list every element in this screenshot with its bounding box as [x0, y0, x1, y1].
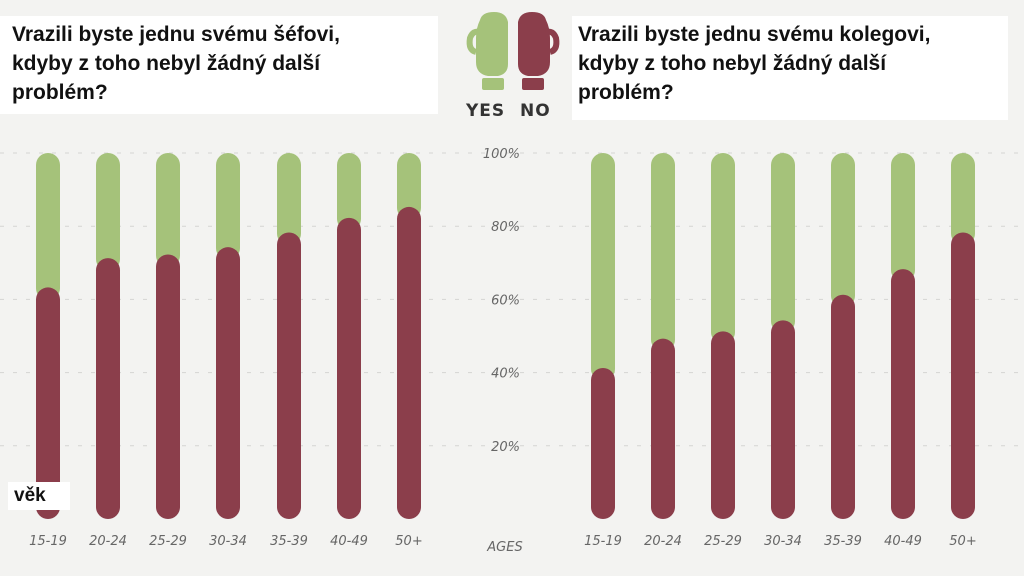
legend-no-label: NO [520, 101, 551, 121]
chart-title-boss: Vrazili byste jednu svému šéfovi, kdyby … [0, 16, 438, 114]
title-line: kdyby z toho nebyl žádný další [12, 52, 321, 75]
bar-no-segment [771, 320, 795, 519]
x-tick-label: 30-34 [209, 534, 247, 549]
x-axis-label-center: AGES [486, 540, 522, 555]
title-line: problém? [12, 81, 108, 104]
chart-title-colleague: Vrazili byste jednu svému kolegovi, kdyb… [572, 16, 1008, 120]
yes-glove-icon [466, 12, 508, 90]
bar-no-segment [156, 254, 180, 520]
title-line: Vrazili byste jednu svému kolegovi, [578, 23, 931, 46]
x-tick-label: 40-49 [330, 534, 368, 549]
bar-no-segment [216, 247, 240, 519]
bar-no-segment [831, 294, 855, 519]
x-tick-label: 20-24 [644, 534, 682, 549]
bar-yes-segment [591, 153, 615, 381]
y-tick-label: 100% [483, 147, 520, 162]
x-tick-label: 35-39 [270, 534, 308, 549]
title-line: kdyby z toho nebyl žádný další [578, 52, 887, 75]
bar-yes-segment [711, 153, 735, 345]
bar-yes-segment [156, 153, 180, 268]
y-tick-label: 20% [491, 440, 520, 455]
bar-no-segment [591, 367, 615, 519]
y-tick-label: 60% [491, 293, 520, 308]
x-tick-label: 25-29 [149, 534, 187, 549]
x-tick-label: 25-29 [704, 534, 742, 549]
bar-no-segment [337, 217, 361, 519]
bar-no-segment [36, 287, 60, 519]
bar-no-segment [891, 269, 915, 519]
bar-yes-segment [277, 153, 301, 246]
bar-yes-segment [771, 153, 795, 334]
x-tick-label: 30-34 [764, 534, 802, 549]
x-tick-label: 35-39 [824, 534, 862, 549]
bar-no-segment [711, 331, 735, 519]
bar-no-segment [951, 232, 975, 519]
x-axis-label-left: věk [8, 482, 70, 510]
x-tick-label: 40-49 [884, 534, 922, 549]
bar-no-segment [96, 258, 120, 519]
legend-yes-label: YES [466, 101, 506, 121]
bar-yes-segment [831, 153, 855, 308]
bar-no-segment [277, 232, 301, 519]
x-tick-label: 50+ [949, 534, 976, 549]
title-line: Vrazili byste jednu svému šéfovi, [12, 23, 340, 46]
bar-yes-segment [96, 153, 120, 272]
title-line: problém? [578, 81, 674, 104]
x-tick-label: 15-19 [584, 534, 622, 549]
bar-no-segment [651, 338, 675, 519]
bar-yes-segment [216, 153, 240, 261]
bar-no-segment [397, 206, 421, 519]
bar-yes-segment [951, 153, 975, 246]
x-tick-label: 15-19 [29, 534, 67, 549]
y-tick-label: 40% [491, 367, 520, 382]
bar-yes-segment [891, 153, 915, 283]
y-tick-label: 80% [491, 220, 520, 235]
x-tick-label: 20-24 [89, 534, 127, 549]
bar-yes-segment [397, 153, 421, 220]
x-tick-label: 50+ [395, 534, 422, 549]
no-glove-icon [518, 12, 560, 90]
bar-yes-segment [337, 153, 361, 231]
bar-yes-segment [36, 153, 60, 301]
bar-yes-segment [651, 153, 675, 352]
